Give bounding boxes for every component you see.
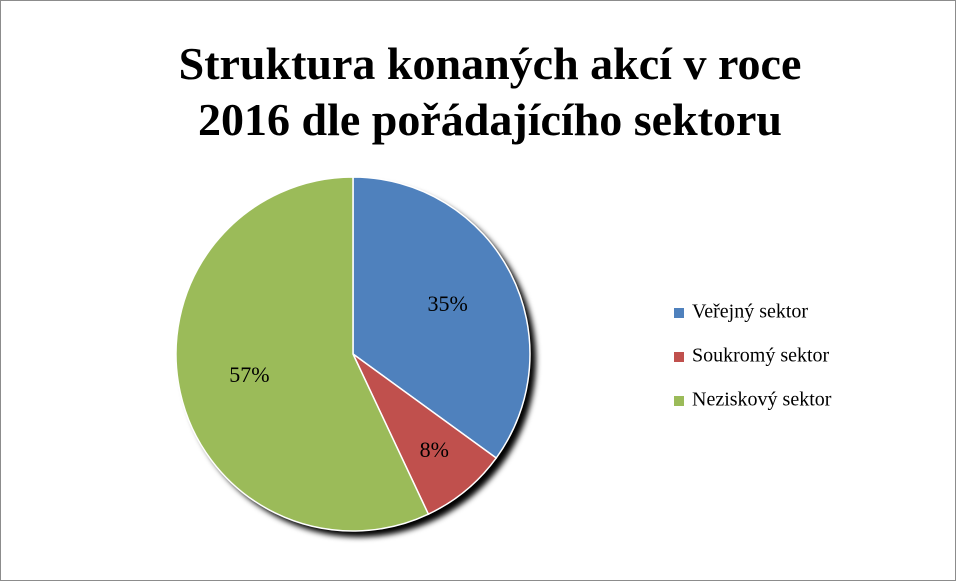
legend-swatch [674, 396, 684, 406]
pie-slice [175, 176, 430, 532]
pie-slice [352, 176, 531, 460]
data-label: 35% [427, 291, 467, 316]
legend-label: Neziskový sektor [692, 389, 832, 411]
legend-label: Veřejný sektor [692, 301, 808, 323]
legend-label: Soukromý sektor [692, 345, 830, 367]
chart-title: Struktura konaných akcí v roce 2016 dle … [178, 38, 802, 145]
legend-swatch [674, 308, 684, 318]
data-label: 8% [420, 437, 449, 462]
data-label: 57% [229, 362, 269, 387]
legend-swatch [674, 352, 684, 362]
pie-slice [352, 353, 498, 516]
